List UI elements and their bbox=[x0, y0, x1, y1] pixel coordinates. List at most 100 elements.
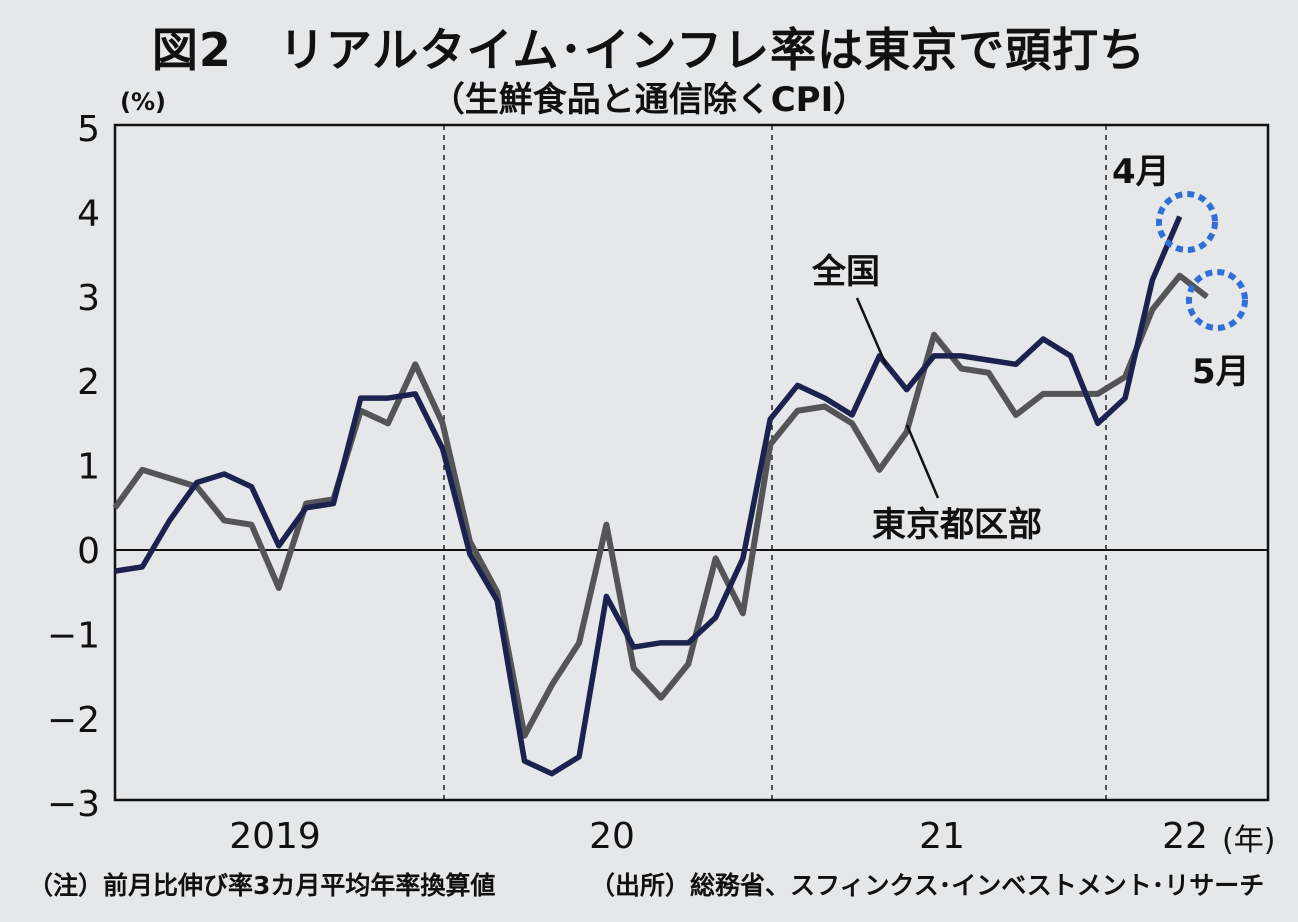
data-point bbox=[988, 372, 990, 374]
data-point bbox=[851, 422, 853, 424]
series-line bbox=[112, 272, 1209, 739]
data-point bbox=[551, 773, 553, 775]
data-point bbox=[524, 735, 525, 737]
data-point bbox=[933, 355, 935, 357]
annotation-leader bbox=[905, 424, 940, 499]
data-point bbox=[851, 414, 853, 416]
data-point bbox=[223, 519, 225, 521]
data-point bbox=[1124, 376, 1126, 378]
x-unit-label: (年) bbox=[1222, 823, 1275, 858]
chart-title: 図2 リアルタイム･インフレ率は東京で頭打ち bbox=[151, 23, 1147, 77]
data-point bbox=[1124, 397, 1126, 399]
data-point bbox=[578, 756, 580, 758]
y-tick-label: 3 bbox=[77, 278, 100, 319]
y-tick-label: 4 bbox=[77, 193, 100, 234]
data-point bbox=[769, 444, 771, 445]
data-point bbox=[797, 410, 798, 412]
data-point bbox=[960, 368, 962, 370]
highlight-circle-may bbox=[1186, 269, 1248, 331]
data-point bbox=[988, 359, 990, 361]
data-point bbox=[496, 591, 498, 593]
data-point bbox=[223, 473, 225, 475]
data-point bbox=[824, 406, 826, 408]
data-point bbox=[1015, 414, 1017, 416]
data-point bbox=[1206, 296, 1208, 298]
data-point bbox=[1042, 393, 1044, 395]
data-point bbox=[551, 684, 553, 686]
data-point bbox=[442, 422, 444, 424]
y-unit-label: (%) bbox=[120, 88, 166, 116]
highlight-circle-april bbox=[1156, 191, 1218, 253]
data-point bbox=[960, 355, 962, 357]
data-point bbox=[114, 507, 116, 509]
data-point bbox=[605, 524, 607, 526]
data-point bbox=[414, 363, 416, 365]
annotation-label-zenkoku: 全国 bbox=[811, 252, 880, 292]
data-point bbox=[878, 355, 880, 357]
data-point bbox=[496, 600, 498, 602]
data-point bbox=[742, 557, 744, 559]
data-point bbox=[633, 667, 635, 669]
data-point bbox=[1015, 363, 1017, 365]
data-point bbox=[305, 503, 307, 505]
y-tick-label: −1 bbox=[47, 615, 100, 656]
data-point bbox=[251, 524, 252, 526]
data-point bbox=[1151, 308, 1153, 310]
data-point bbox=[469, 553, 471, 555]
annotation-label-tokyo: 東京都区部 bbox=[872, 505, 1042, 545]
annotation-leader bbox=[855, 297, 888, 366]
data-point bbox=[633, 646, 635, 648]
x-axis-labels: 2019 20 21 22 bbox=[229, 816, 1208, 857]
data-point bbox=[278, 545, 280, 547]
data-point bbox=[906, 389, 908, 391]
data-point bbox=[1070, 393, 1071, 395]
data-point bbox=[1042, 338, 1044, 340]
series-line bbox=[114, 215, 1183, 777]
chart-subtitle: （生鮮食品と通信除くCPI） bbox=[430, 80, 868, 120]
data-point bbox=[687, 642, 689, 644]
annotation-label-may: 5月 bbox=[1192, 352, 1250, 392]
data-point bbox=[524, 760, 525, 762]
y-tick-label: 2 bbox=[77, 362, 100, 403]
data-point bbox=[196, 481, 198, 483]
data-point bbox=[360, 410, 362, 412]
y-tick-label: −3 bbox=[47, 784, 100, 825]
data-point bbox=[687, 663, 689, 665]
data-point bbox=[360, 397, 362, 399]
data-point bbox=[414, 393, 416, 395]
data-point bbox=[1097, 422, 1099, 424]
data-point bbox=[1097, 393, 1099, 395]
data-point bbox=[114, 570, 116, 572]
data-point bbox=[141, 469, 143, 471]
data-point bbox=[715, 557, 717, 559]
annotation-label-april: 4月 bbox=[1112, 152, 1170, 192]
data-point bbox=[797, 384, 798, 386]
data-point bbox=[141, 566, 143, 568]
data-point bbox=[387, 397, 389, 399]
data-point bbox=[605, 595, 607, 597]
x-year-label: 20 bbox=[589, 816, 635, 857]
y-tick-label: 1 bbox=[77, 447, 100, 488]
data-point bbox=[769, 418, 771, 420]
data-point bbox=[660, 697, 662, 699]
data-point bbox=[169, 519, 171, 521]
data-point bbox=[1151, 279, 1153, 281]
data-point bbox=[742, 612, 744, 614]
data-point bbox=[660, 642, 662, 644]
y-axis-ticks: 5 4 3 2 1 0 −1 −2 −3 bbox=[47, 109, 100, 825]
y-tick-label: 0 bbox=[77, 531, 100, 572]
footnote: （注）前月比伸び率3カ月平均年率換算値 bbox=[28, 871, 496, 900]
data-point bbox=[824, 397, 826, 399]
data-point bbox=[442, 448, 444, 450]
data-point bbox=[332, 503, 334, 505]
data-point bbox=[387, 422, 389, 424]
chart-grid bbox=[443, 125, 1107, 800]
data-point bbox=[1179, 216, 1181, 218]
data-point bbox=[1070, 355, 1071, 357]
data-point bbox=[1179, 275, 1181, 277]
x-year-label: 2019 bbox=[229, 816, 321, 857]
data-point bbox=[278, 587, 280, 589]
data-point bbox=[878, 469, 880, 471]
series-lines bbox=[112, 215, 1209, 777]
